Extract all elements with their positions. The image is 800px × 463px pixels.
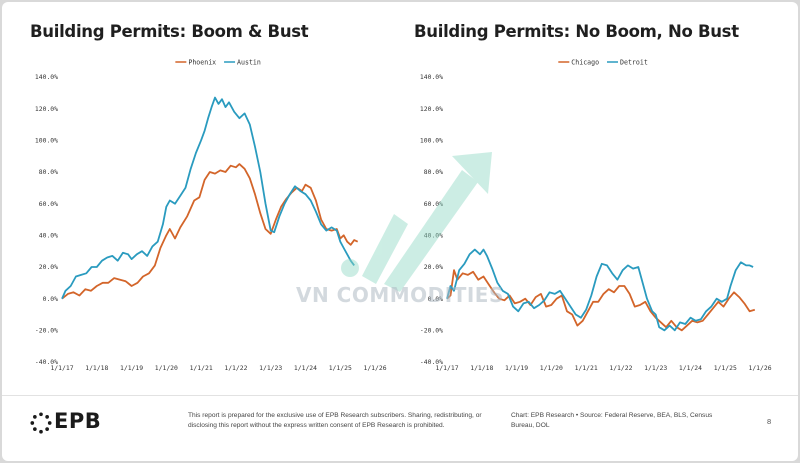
x-tick-label: 1/1/24: [294, 364, 317, 372]
page-number: 8: [767, 417, 772, 426]
x-tick-label: 1/1/20: [155, 364, 178, 372]
series-line-detroit: [446, 248, 754, 332]
x-tick-label: 1/1/21: [575, 364, 598, 372]
series-line-austin: [61, 96, 355, 300]
x-tick-label: 1/1/25: [329, 364, 352, 372]
legend-label-chicago: Chicago: [571, 58, 599, 66]
y-tick-label: 60.0%: [424, 200, 443, 208]
x-tick-label: 1/1/23: [644, 364, 667, 372]
x-tick-label: 1/1/20: [540, 364, 563, 372]
y-tick-label: 80.0%: [39, 168, 58, 176]
y-tick-label: 80.0%: [424, 168, 443, 176]
x-tick-label: 1/1/23: [259, 364, 282, 372]
y-tick-label: 140.0%: [420, 73, 443, 81]
y-tick-label: -20.0%: [420, 327, 443, 335]
y-tick-label: 40.0%: [424, 232, 443, 240]
x-tick-label: 1/1/19: [120, 364, 143, 372]
footer-divider: [2, 395, 798, 396]
x-tick-label: 1/1/18: [470, 364, 493, 372]
x-tick-label: 1/1/25: [714, 364, 737, 372]
chart-title-no-boom-no-bust: Building Permits: No Boom, No Bust: [414, 22, 739, 41]
series-line-phoenix: [61, 163, 359, 300]
y-tick-label: 140.0%: [35, 73, 58, 81]
y-tick-label: 120.0%: [35, 105, 58, 113]
watermark-text: VN COMMODITIES: [296, 283, 504, 307]
legend-label-austin: Austin: [237, 58, 261, 66]
y-tick-label: 0.0%: [43, 295, 59, 303]
series-line-chicago: [446, 269, 756, 332]
chart-boom-bust: -40.0% -20.0% 0.0% 20.0% 40.0% 60.0% 80.0% 100.…: [35, 58, 387, 372]
y-tick-label: 40.0%: [39, 232, 58, 240]
y-tick-label: -40.0%: [35, 358, 58, 366]
x-tick-label: 1/1/26: [748, 364, 771, 372]
x-tick-label: 1/1/26: [363, 364, 386, 372]
y-tick-label: 120.0%: [420, 105, 443, 113]
x-tick-label: 1/1/17: [50, 364, 73, 372]
y-tick-label: 0.0%: [428, 295, 444, 303]
brand-name: EPB: [54, 409, 102, 433]
y-tick-label: 20.0%: [39, 263, 58, 271]
legend-label-phoenix: Phoenix: [188, 58, 216, 66]
legend-label-detroit: Detroit: [620, 58, 648, 66]
y-tick-label: 60.0%: [39, 200, 58, 208]
epb-logo-icon: [30, 412, 52, 434]
x-tick-label: 1/1/19: [505, 364, 528, 372]
y-tick-label: 100.0%: [35, 137, 58, 145]
y-tick-label: -40.0%: [420, 358, 443, 366]
x-tick-label: 1/1/22: [609, 364, 632, 372]
x-tick-label: 1/1/21: [190, 364, 213, 372]
watermark-arrow-icon: [341, 152, 492, 292]
chart-title-boom-bust: Building Permits: Boom & Bust: [30, 22, 309, 41]
disclaimer-text: This report is prepared for the exclusiv…: [188, 412, 482, 429]
chart-no-boom-no-bust: -40.0% -20.0% 0.0% 20.0% 40.0% 60.0% 80.0% 100.…: [420, 58, 772, 372]
x-tick-label: 1/1/24: [679, 364, 702, 372]
y-tick-label: -20.0%: [35, 327, 58, 335]
y-tick-label: 100.0%: [420, 137, 443, 145]
source-text: Chart: EPB Research • Source: Federal Re…: [511, 412, 713, 429]
x-tick-label: 1/1/18: [85, 364, 108, 372]
x-tick-label: 1/1/22: [224, 364, 247, 372]
y-tick-label: 20.0%: [424, 263, 443, 271]
x-tick-label: 1/1/17: [435, 364, 458, 372]
